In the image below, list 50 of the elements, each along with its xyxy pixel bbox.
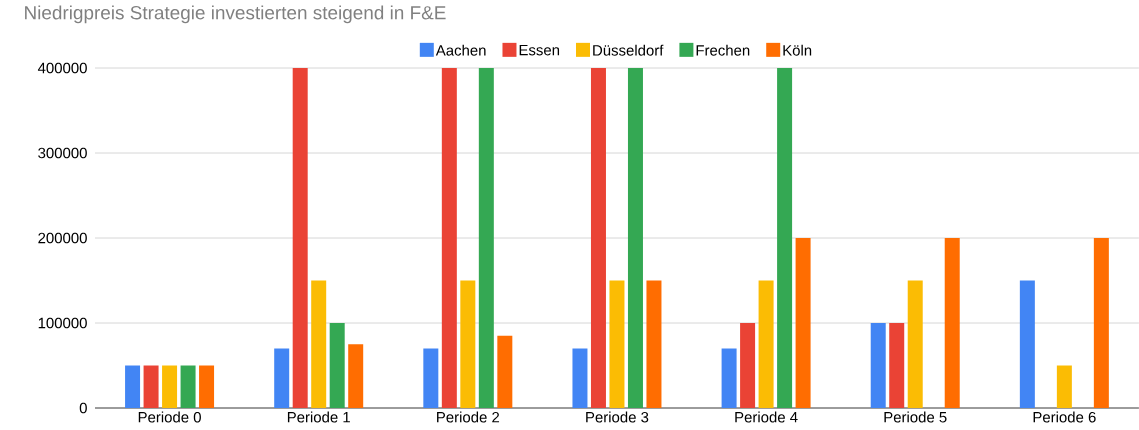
bar [646, 280, 662, 408]
bar [907, 280, 923, 408]
legend-label: Köln [783, 44, 812, 56]
bar [292, 68, 308, 408]
chart-title: Niedrigpreis Strategie investierten steigend in F&E [25, 5, 446, 24]
bar [311, 280, 327, 408]
x-tick-label: Periode 2 [437, 411, 500, 423]
x-tick-label: Periode 1 [287, 411, 350, 423]
bar [572, 348, 588, 408]
bar [274, 348, 290, 408]
y-tick-label: 300000 [38, 147, 87, 159]
bar [162, 365, 178, 408]
bar [721, 348, 737, 408]
bar [460, 280, 476, 408]
y-tick-label: 100000 [38, 317, 87, 329]
bar [497, 335, 513, 408]
bar [478, 68, 494, 408]
bar [348, 344, 364, 408]
bar [944, 238, 960, 408]
legend-label: Düsseldorf [593, 44, 664, 56]
bar [441, 68, 457, 408]
bar [609, 280, 625, 408]
bar [199, 365, 215, 408]
legend-label: Essen [519, 44, 560, 56]
bar [777, 68, 793, 408]
bar [870, 323, 886, 408]
x-tick-label: Periode 6 [1033, 411, 1096, 423]
x-tick-label: Periode 5 [884, 411, 947, 423]
bar [1093, 238, 1109, 408]
bar [423, 348, 439, 408]
x-tick-label: Periode 0 [138, 411, 201, 423]
bar [740, 323, 756, 408]
bar [329, 323, 345, 408]
legend-label: Aachen [435, 44, 486, 56]
bar [889, 323, 905, 408]
bar [1056, 365, 1072, 408]
y-tick-label: 400000 [37, 62, 87, 74]
bar [180, 365, 196, 408]
legend-label: Frechen [696, 44, 750, 56]
y-tick-label: 200000 [38, 232, 87, 244]
bar [758, 280, 774, 408]
bar [627, 68, 643, 408]
x-tick-label: Periode 4 [735, 411, 798, 423]
bar [143, 365, 159, 408]
x-tick-label: Periode 3 [586, 411, 649, 423]
bar [125, 365, 141, 408]
bar [1019, 280, 1035, 408]
y-tick-label: 0 [79, 402, 87, 414]
bar [590, 68, 606, 408]
bar [795, 238, 811, 408]
